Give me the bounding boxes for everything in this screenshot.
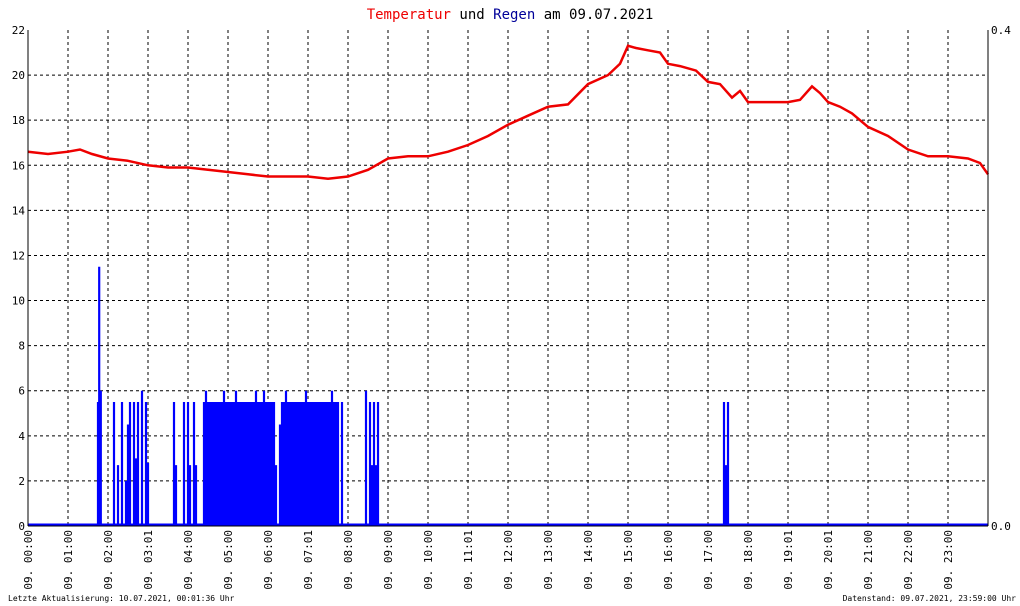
x-tick-label: 09. 04:00 — [182, 530, 195, 590]
y-left-tick-label: 14 — [12, 204, 26, 217]
y-left-tick-label: 12 — [12, 249, 25, 262]
x-tick-label: 09. 14:00 — [582, 530, 595, 590]
chart-title: Temperatur und Regen am 09.07.2021 — [367, 7, 654, 23]
y-left-tick-labels: 0 2 4 6 8 10 12 14 16 18 20 22 — [12, 24, 26, 533]
y-left-tick-label: 10 — [12, 295, 25, 308]
y-right-tick-label: 0.4 — [991, 24, 1011, 37]
x-tick-label: 09. 21:00 — [862, 530, 875, 590]
x-tick-label: 09. 15:00 — [622, 530, 635, 590]
x-tick-label: 09. 12:00 — [502, 530, 515, 590]
y-left-tick-label: 22 — [12, 24, 25, 37]
title-rain: Regen — [493, 7, 535, 23]
x-tick-label: 09. 22:00 — [902, 530, 915, 590]
y-left-tick-label: 16 — [12, 159, 25, 172]
x-tick-label: 09. 11:01 — [462, 530, 475, 590]
title-date: am 09.07.2021 — [535, 7, 653, 23]
x-tick-label: 09. 20:01 — [822, 530, 835, 590]
y-left-tick-label: 6 — [18, 385, 25, 398]
x-tick-label: 09. 08:00 — [342, 530, 355, 590]
x-tick-label: 09. 00:00 — [22, 530, 35, 590]
x-tick-label: 09. 03:01 — [142, 530, 155, 590]
x-tick-label: 09. 19:01 — [782, 530, 795, 590]
x-tick-label: 09. 23:00 — [942, 530, 955, 590]
x-tick-label: 09. 16:00 — [662, 530, 675, 590]
x-tick-label: 09. 13:00 — [542, 530, 555, 590]
y-left-tick-label: 4 — [18, 430, 25, 443]
x-tick-label: 09. 18:00 — [742, 530, 755, 590]
title-temperature: Temperatur — [367, 7, 451, 23]
x-tick-label: 09. 05:00 — [222, 530, 235, 590]
y-right-tick-labels: 0.0 0.4 — [991, 24, 1011, 533]
y-left-tick-label: 18 — [12, 114, 25, 127]
rain-series — [28, 266, 988, 527]
x-tick-label: 09. 07:01 — [302, 530, 315, 590]
x-tick-label: 09. 09:00 — [382, 530, 395, 590]
y-left-tick-label: 2 — [18, 475, 25, 488]
y-right-tick-label: 0.0 — [991, 520, 1011, 533]
y-left-tick-label: 0 — [18, 520, 25, 533]
x-tick-label: 09. 17:00 — [702, 530, 715, 590]
x-tick-label: 09. 06:00 — [262, 530, 275, 590]
title-and: und — [451, 7, 493, 23]
grid — [28, 30, 988, 526]
x-tick-label: 09. 01:00 — [62, 530, 75, 590]
footer-last-update: Letzte Aktualisierung: 10.07.2021, 00:01… — [8, 594, 235, 603]
x-tick-label: 09. 10:00 — [422, 530, 435, 590]
footer-data-status: Datenstand: 09.07.2021, 23:59:00 Uhr — [843, 594, 1017, 603]
y-left-tick-label: 8 — [18, 340, 25, 353]
x-tick-label: 09. 02:00 — [102, 530, 115, 590]
y-left-tick-label: 20 — [12, 69, 25, 82]
x-tick-labels: 09. 00:00 09. 01:00 09. 02:00 09. 03:01 09. … — [22, 530, 955, 590]
temperature-series-line — [27, 44, 990, 181]
axes — [27, 30, 989, 527]
